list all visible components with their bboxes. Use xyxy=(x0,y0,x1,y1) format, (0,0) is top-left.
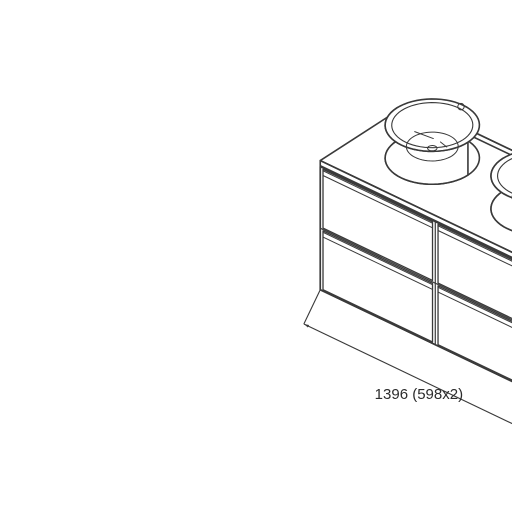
dim-width: 1396 (598x2) xyxy=(375,386,463,403)
